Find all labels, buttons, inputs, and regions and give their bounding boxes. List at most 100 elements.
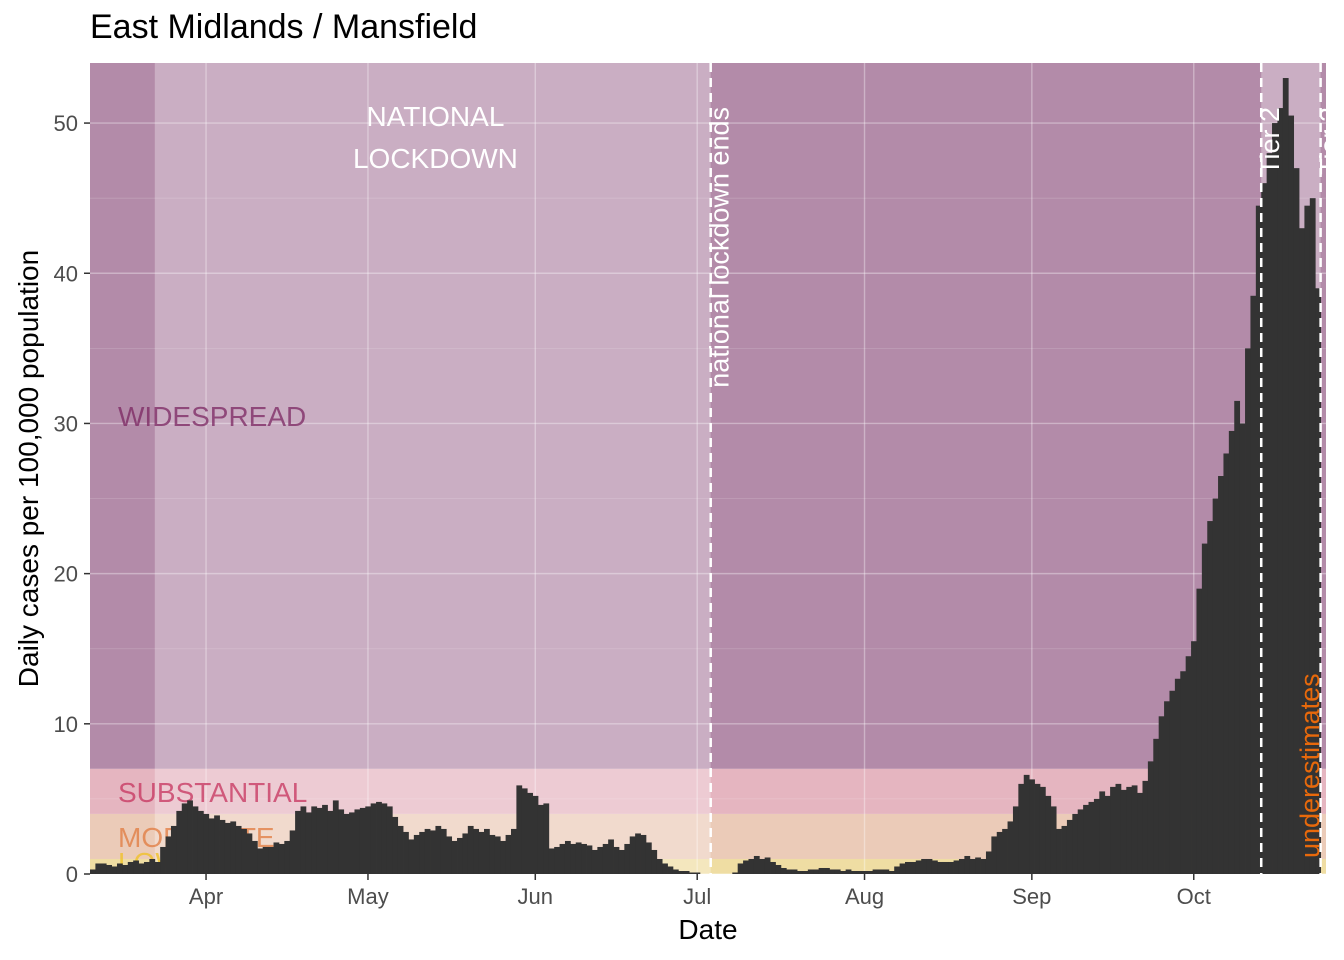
bar [656,858,663,874]
bar [467,825,474,874]
bar [289,830,296,874]
bar [926,858,933,874]
bar [1288,115,1295,874]
bar [748,858,755,874]
bar [181,803,188,874]
bar [116,863,123,874]
bar [905,861,911,874]
bar [958,858,965,874]
y-tick-label: 0 [66,862,78,887]
bar [613,846,620,874]
bar [278,843,285,874]
bar [527,792,533,874]
bar [732,872,739,874]
bar [430,830,436,874]
bar [543,803,550,874]
bar [770,861,776,874]
bar [802,870,809,874]
bar [597,846,604,874]
bar [1309,198,1316,874]
bar [791,869,798,874]
bar [381,803,388,874]
bar [235,825,242,874]
bar [311,806,318,874]
bar [365,806,372,874]
bar [484,828,490,874]
bar [618,849,625,874]
bar [154,861,161,874]
bar [878,869,884,874]
bar [1131,785,1138,874]
bar [424,828,431,874]
bar [273,842,280,874]
bar [737,863,744,874]
bar [1007,821,1014,874]
bar [170,825,177,874]
bar [327,810,334,874]
bar [1066,819,1073,874]
bar [1191,641,1197,874]
band-widespread [90,63,1326,769]
bar [143,861,150,874]
vline-label: national lockdown ends [705,107,735,388]
bar [505,834,512,874]
bar [861,870,868,874]
y-axis-label: Daily cases per 100,000 population [13,250,44,687]
bar [397,825,404,874]
lockdown-label: LOCKDOWN [353,143,518,174]
bar [1056,828,1062,874]
bar [1045,795,1052,874]
bar [208,818,215,874]
bar [133,860,139,874]
bar [964,855,971,874]
bar [1083,804,1089,874]
bar [764,857,771,874]
bar [478,831,485,874]
bar [1104,795,1111,874]
bar [230,821,237,874]
bar [1034,783,1041,874]
shade-region-0 [154,63,711,874]
bar [1239,423,1246,874]
bar [829,869,836,874]
bar [338,809,345,874]
bar [1272,123,1278,874]
bar [851,870,857,874]
bar [1201,543,1208,874]
x-tick-label: Oct [1177,884,1211,909]
bar [246,833,253,874]
bar [980,858,987,874]
bar [1255,205,1262,875]
bar [564,840,571,874]
bar [586,845,593,874]
bar [1261,183,1268,875]
bar [419,831,426,874]
bar [759,858,766,874]
bar [1142,780,1149,874]
y-tick-label: 10 [54,712,78,737]
bar [602,843,609,874]
bar [872,869,879,874]
bar [1299,228,1305,874]
bar [1315,288,1322,874]
bar [295,810,301,874]
bar [187,800,193,874]
bar [948,861,954,874]
bar [516,785,523,874]
bar [251,840,258,874]
x-tick-label: Aug [845,884,884,909]
bar [500,840,506,874]
bar [376,801,382,874]
bar [1137,792,1143,874]
bar [645,842,652,874]
bar [386,806,393,874]
bar [672,869,679,874]
bar [219,819,226,874]
bar [1050,806,1057,874]
bar [624,843,631,874]
bar [197,810,204,874]
bar [942,861,949,874]
bar [241,828,247,874]
bar [349,812,355,874]
bar [176,810,183,874]
